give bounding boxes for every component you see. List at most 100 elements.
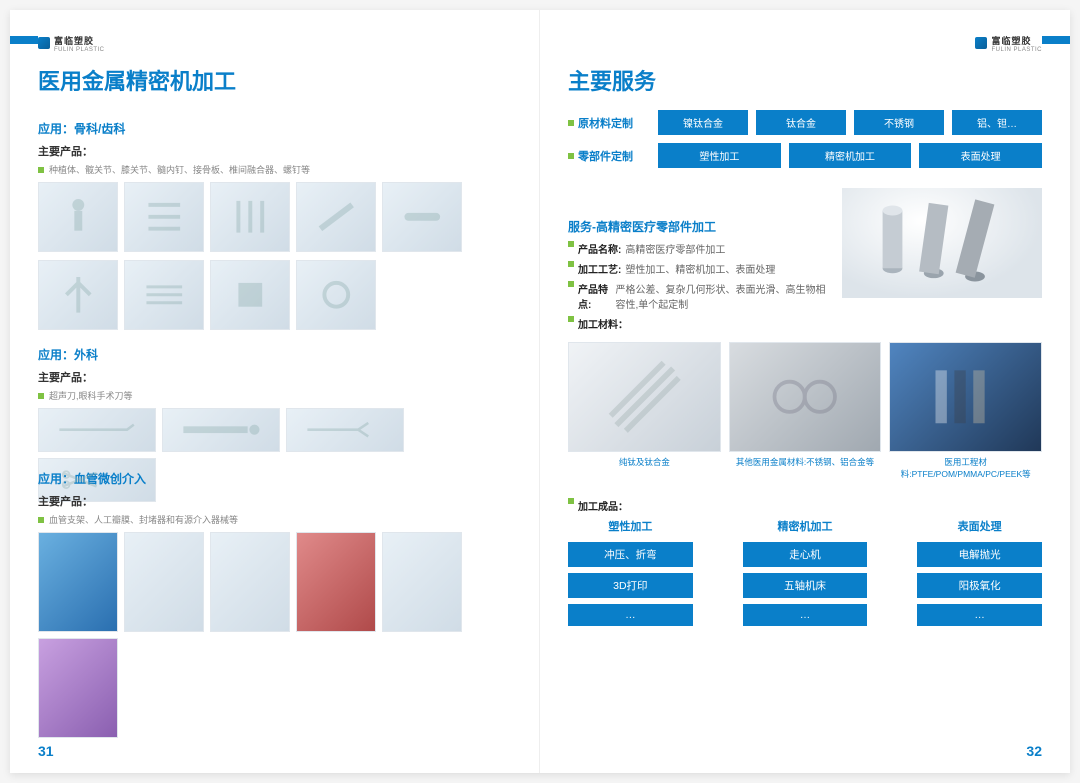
logo-mark-icon	[975, 37, 987, 49]
bullet-text: 种植体、髋关节、膝关节、髓内钉、接骨板、椎间融合器、螺钉等	[49, 163, 310, 176]
spec-line: 产品特点:严格公差、复杂几何形状、表面光滑、高生物相容性,单个起定制	[568, 281, 834, 311]
material-caption: 纯钛及钛合金	[568, 456, 721, 480]
chip: 镍钛合金	[658, 110, 748, 135]
spec-line: 产品名称:高精密医疗零部件加工	[568, 241, 834, 256]
image-grid-surgical	[38, 408, 511, 456]
product-image	[38, 182, 118, 252]
products-label: 主要产品：	[38, 143, 511, 159]
section-heading: 应用：外科	[38, 346, 511, 363]
material-caption: 医用工程材料:PTFE/POM/PMMA/PC/PEEK等	[889, 456, 1042, 480]
process-row: 冲压、折弯 走心机 电解抛光	[568, 542, 1042, 567]
bullet-line: 血管支架、人工瓣膜、封堵器和有源介入器械等	[38, 513, 511, 526]
bullet-icon	[568, 153, 574, 159]
bullet-icon	[568, 316, 574, 322]
material-image	[568, 342, 721, 452]
materials-captions: 纯钛及钛合金 其他医用金属材料:不锈钢、铝合金等 医用工程材料:PTFE/POM…	[568, 456, 1042, 480]
left-title: 医用金属精密机加工	[38, 64, 511, 96]
product-image	[286, 408, 404, 452]
logo-sub: FULIN PLASTIC	[54, 47, 105, 53]
bullet-icon	[568, 241, 574, 247]
product-image	[162, 408, 280, 452]
bullet-icon	[38, 167, 44, 173]
process-head: 精密机加工	[743, 518, 868, 534]
material-image	[729, 342, 882, 452]
bullet-icon	[568, 120, 574, 126]
process-head: 表面处理	[917, 518, 1042, 534]
bullet-text: 超声刀,眼科手术刀等	[49, 389, 133, 402]
logo: 富临塑胶 FULIN PLASTIC	[568, 34, 1042, 52]
logo-text: 富临塑胶	[54, 34, 105, 47]
product-image	[38, 408, 156, 452]
product-image	[38, 532, 118, 632]
section-heading: 应用：骨科/齿科	[38, 120, 511, 137]
bullet-icon	[568, 261, 574, 267]
logo-sub: FULIN PLASTIC	[991, 47, 1042, 53]
product-image	[382, 182, 462, 252]
logo: 富临塑胶 FULIN PLASTIC	[38, 34, 511, 52]
page-right: 富临塑胶 FULIN PLASTIC 主要服务 原材料定制 镍钛合金 钛合金 不…	[540, 10, 1070, 773]
page-number: 31	[38, 743, 54, 759]
bullet-line: 超声刀,眼科手术刀等	[38, 389, 511, 402]
detail-block: 服务-高精密医疗零部件加工 产品名称:高精密医疗零部件加工 加工工艺:塑性加工、…	[568, 188, 1042, 336]
product-image	[38, 638, 118, 738]
product-image	[210, 532, 290, 632]
product-image	[296, 182, 376, 252]
accent-bar	[1042, 36, 1070, 44]
page-left: 富临塑胶 FULIN PLASTIC 医用金属精密机加工 应用：骨科/齿科 主要…	[10, 10, 540, 773]
product-image	[296, 260, 376, 330]
process-cell: 阳极氧化	[917, 573, 1042, 598]
chip: 精密机加工	[789, 143, 912, 168]
bullet-text: 血管支架、人工瓣膜、封堵器和有源介入器械等	[49, 513, 238, 526]
service-label: 原材料定制	[568, 115, 650, 131]
page-number: 32	[1026, 743, 1042, 759]
process-cell: …	[568, 604, 693, 626]
bullet-icon	[38, 393, 44, 399]
chip: 塑性加工	[658, 143, 781, 168]
product-image	[124, 532, 204, 632]
image-grid-ortho	[38, 182, 511, 332]
material-caption: 其他医用金属材料:不锈钢、铝合金等	[729, 456, 882, 480]
brochure-spread: 富临塑胶 FULIN PLASTIC 医用金属精密机加工 应用：骨科/齿科 主要…	[10, 10, 1070, 773]
process-row: 3D打印 五轴机床 阳极氧化	[568, 573, 1042, 598]
product-image	[210, 182, 290, 252]
materials-images	[568, 342, 1042, 452]
chip: 钛合金	[756, 110, 846, 135]
chip: 表面处理	[919, 143, 1042, 168]
spec-line: 加工工艺:塑性加工、精密机加工、表面处理	[568, 261, 834, 276]
spec-line: 加工材料：	[568, 316, 1042, 331]
bullet-icon	[568, 498, 574, 504]
bullet-icon	[568, 281, 574, 287]
process-row: … … …	[568, 604, 1042, 626]
service-label: 零部件定制	[568, 148, 650, 164]
bullet-line: 种植体、髋关节、膝关节、髓内钉、接骨板、椎间融合器、螺钉等	[38, 163, 511, 176]
process-head: 塑性加工	[568, 518, 693, 534]
process-cell: 电解抛光	[917, 542, 1042, 567]
process-cell: 冲压、折弯	[568, 542, 693, 567]
product-image	[382, 532, 462, 632]
product-image	[124, 260, 204, 330]
process-cell: …	[917, 604, 1042, 626]
product-image	[38, 260, 118, 330]
right-title: 主要服务	[568, 64, 1042, 96]
rod-image	[842, 188, 1042, 298]
logo-text: 富临塑胶	[991, 34, 1042, 47]
chip: 不锈钢	[854, 110, 944, 135]
service-row: 原材料定制 镍钛合金 钛合金 不锈钢 铝、钽…	[568, 110, 1042, 135]
process-cell: 走心机	[743, 542, 868, 567]
accent-bar	[10, 36, 38, 44]
material-image	[889, 342, 1042, 452]
process-cell: …	[743, 604, 868, 626]
process-cell: 3D打印	[568, 573, 693, 598]
process-head-row: 塑性加工 精密机加工 表面处理	[568, 518, 1042, 534]
finished-label: 加工成品：	[568, 498, 1042, 513]
logo-mark-icon	[38, 37, 50, 49]
chip: 铝、钽…	[952, 110, 1042, 135]
process-cell: 五轴机床	[743, 573, 868, 598]
product-image	[210, 260, 290, 330]
products-label: 主要产品：	[38, 369, 511, 385]
service-row: 零部件定制 塑性加工 精密机加工 表面处理	[568, 143, 1042, 168]
products-label: 主要产品：	[38, 493, 511, 509]
bullet-icon	[38, 517, 44, 523]
product-image	[296, 532, 376, 632]
product-image	[124, 182, 204, 252]
